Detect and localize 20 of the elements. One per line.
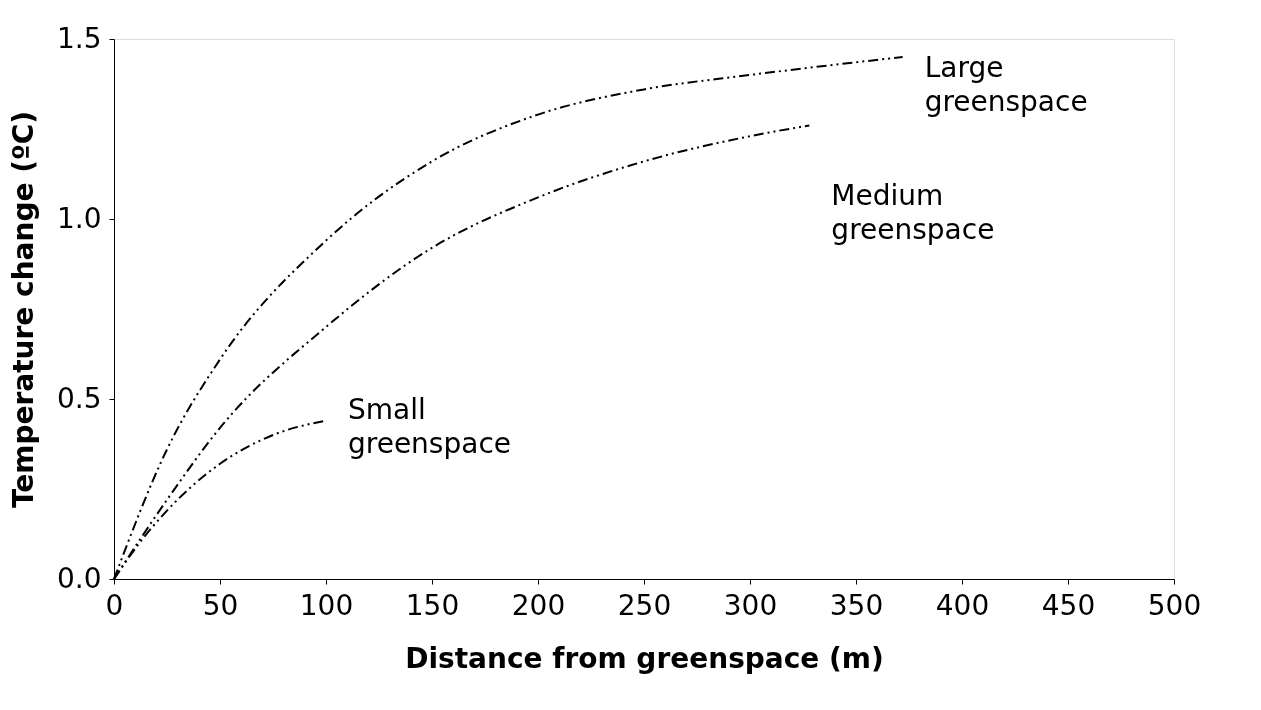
x-tick-label: 500 (1147, 588, 1202, 622)
x-tick-label: 100 (299, 588, 354, 622)
y-axis-title: Temperature change (ºC) (6, 110, 40, 509)
y-tick-label: 1.5 (56, 21, 102, 55)
y-tick-label: 1.0 (56, 201, 102, 235)
x-tick-label: 0 (105, 588, 124, 622)
x-tick-label: 150 (405, 588, 460, 622)
x-tick-label: 300 (723, 588, 778, 622)
y-tick-label: 0.5 (56, 381, 102, 415)
series-label: Large greenspace (924, 51, 1088, 118)
x-tick-label: 350 (829, 588, 884, 622)
x-axis-title: Distance from greenspace (m) (405, 641, 884, 675)
x-tick-label: 50 (202, 588, 239, 622)
x-tick-label: 200 (511, 588, 566, 622)
y-tick-label: 0.0 (56, 561, 102, 595)
x-tick-label: 450 (1041, 588, 1096, 622)
x-tick-label: 250 (617, 588, 672, 622)
text: Medium greenspace (831, 179, 995, 247)
x-tick-label: 400 (935, 588, 990, 622)
series-label: Small greenspace (348, 392, 512, 460)
